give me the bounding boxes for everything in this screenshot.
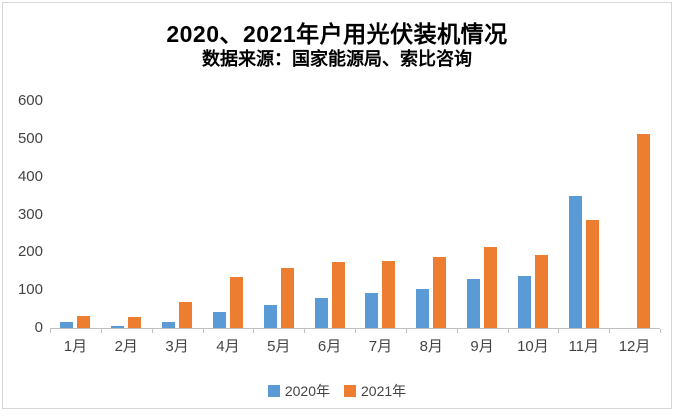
x-axis-tick-mark — [456, 329, 458, 333]
bar-2021年 — [484, 246, 498, 328]
bar-2020年 — [365, 293, 379, 328]
bar-2020年 — [111, 325, 125, 328]
x-axis-tick-mark — [405, 329, 407, 333]
y-tick-label: 100 — [17, 281, 43, 299]
legend: 2020年 2021年 — [3, 381, 671, 401]
bar-2021年 — [636, 134, 650, 328]
x-axis-tick-mark — [151, 329, 153, 333]
bar-2021年 — [534, 254, 548, 328]
bar-2020年 — [467, 279, 481, 328]
x-axis-tick-mark — [609, 329, 611, 333]
x-tick-label: 3月 — [165, 338, 189, 355]
bar-2021年 — [280, 268, 294, 328]
x-tick-label: 4月 — [216, 338, 240, 355]
legend-item-2021年: 2021年 — [344, 381, 406, 401]
x-axis-tick-mark — [507, 329, 509, 333]
bar-2021年 — [433, 257, 447, 328]
y-tick-label: 500 — [17, 129, 43, 147]
legend-label: 2021年 — [361, 383, 407, 399]
bar-2020年 — [416, 288, 430, 328]
bar-2021年 — [331, 261, 345, 328]
chart-title: 2020、2021年户用光伏装机情况 — [166, 21, 508, 47]
x-tick-label: 10月 — [517, 338, 549, 355]
x-axis-tick-mark — [304, 329, 306, 333]
x-axis-tick-mark — [558, 329, 560, 333]
x-axis-tick-mark — [100, 329, 102, 333]
plot-area: 0 100 200 300 400 500 600 1月 2月 3月 4月 5月 6月 7月 8月 9月 10月… — [3, 3, 676, 416]
bar-2020年 — [263, 304, 277, 328]
x-tick-label: 9月 — [470, 338, 494, 355]
x-axis-tick-mark — [660, 329, 661, 333]
bar-2021年 — [128, 317, 142, 328]
y-tick-label: 600 — [17, 92, 43, 109]
y-tick-label: 200 — [17, 243, 43, 261]
bar-2021年 — [585, 219, 599, 328]
bar-2021年 — [77, 315, 91, 328]
x-tick-label: 5月 — [267, 338, 291, 355]
bar-2020年 — [162, 322, 176, 328]
bar-2020年 — [568, 195, 582, 328]
y-tick-label: 400 — [17, 167, 43, 185]
x-tick-label: 11月 — [568, 338, 600, 355]
y-tick-label: 0 — [34, 319, 43, 336]
x-tick-label: 1月 — [63, 338, 88, 355]
legend-swatch-icon — [344, 385, 356, 397]
x-tick-label: 2月 — [114, 338, 138, 355]
x-axis-tick-mark — [253, 329, 255, 333]
bar-2020年 — [314, 298, 328, 328]
legend-item-2020年: 2020年 — [267, 381, 330, 401]
x-axis-tick-mark — [355, 329, 356, 333]
bar-2020年 — [60, 322, 74, 328]
x-tick-label: 6月 — [317, 338, 342, 355]
bar-2021年 — [229, 276, 243, 328]
chart-frame: 2020、2021年户用光伏装机情况 数据来源：国家能源局、索比咨询 0 100 2… — [2, 2, 672, 409]
legend-label: 2020年 — [284, 383, 330, 399]
x-tick-label: 12月 — [618, 338, 651, 355]
bar-2021年 — [382, 260, 396, 328]
x-tick-label: 7月 — [368, 338, 393, 355]
x-axis-tick-mark — [50, 329, 51, 333]
chart-subtitle: 数据来源：国家能源局、索比咨询 — [202, 49, 472, 69]
bar-2020年 — [212, 312, 226, 328]
bar-2021年 — [179, 301, 193, 328]
legend-swatch-icon — [267, 385, 280, 397]
bar-2020年 — [517, 275, 531, 328]
x-tick-label: 8月 — [419, 338, 443, 355]
x-axis-line — [50, 328, 660, 329]
x-axis-tick-mark — [202, 329, 204, 333]
y-tick-label: 300 — [17, 205, 43, 223]
